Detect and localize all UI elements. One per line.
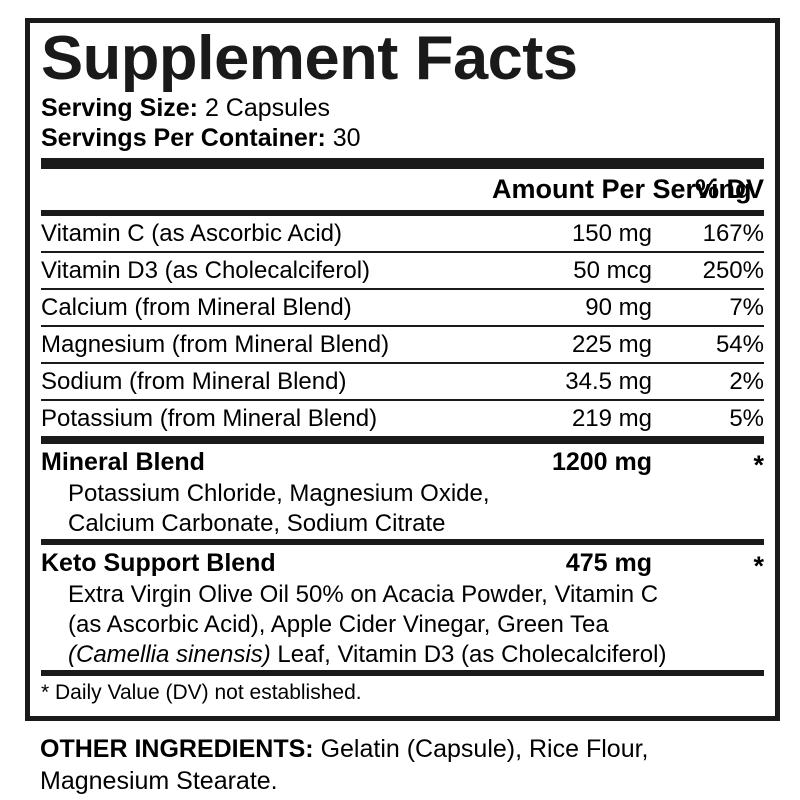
row-divider <box>41 325 764 327</box>
nutrient-amount: 34.5 mg <box>565 368 652 395</box>
divider-before-footnote <box>41 670 764 676</box>
column-header-name <box>41 169 492 210</box>
divider-above-blend <box>41 539 764 545</box>
servings-per-container-label: Servings Per Container: <box>41 124 326 152</box>
table-row: Vitamin D3 (as Cholecalciferol) 50 mcg 250… <box>41 253 764 288</box>
servings-per-container-value: 30 <box>332 124 361 152</box>
row-divider <box>41 436 764 438</box>
other-ingredients: OTHER INGREDIENTS: Gelatin (Capsule), Ri… <box>40 733 760 797</box>
blend-ingredient-line: Extra Virgin Olive Oil 50% on Acacia Pow… <box>68 581 659 608</box>
blend-amount: 1200 mg <box>551 448 652 476</box>
table-row: Magnesium (from Mineral Blend) 225 mg 54% <box>41 327 764 362</box>
nutrition-table: Amount Per Serving% DV Vitamin C (as Asco… <box>41 169 764 438</box>
nutrient-amount: 90 mg <box>585 294 652 321</box>
table-row: Calcium (from Mineral Blend) 90 mg 7% <box>41 290 764 325</box>
blend-name: Mineral Blend <box>41 448 205 476</box>
nutrient-daily-value: 250% <box>702 257 764 284</box>
nutrient-name: Vitamin D3 (as Cholecalciferol) <box>41 257 371 284</box>
nutrient-name: Sodium (from Mineral Blend) <box>41 368 347 395</box>
blends-container: Mineral Blend 1200 mg * Potassium Chloride,… <box>41 438 764 670</box>
nutrient-amount: 150 mg <box>571 220 652 247</box>
serving-size-value: 2 Capsules <box>204 94 331 122</box>
blend-name: Keto Support Blend <box>41 549 276 577</box>
column-header-amount: Amount Per Serving <box>492 174 752 204</box>
table-row: Vitamin C (as Ascorbic Acid) 150 mg 167% <box>41 216 764 251</box>
blend-header: Mineral Blend 1200 mg * <box>41 444 764 480</box>
serving-size-line: Serving Size: 2 Capsules <box>41 93 764 123</box>
row-divider <box>41 251 764 253</box>
nutrient-amount: 50 mcg <box>573 257 652 284</box>
row-divider <box>41 362 764 364</box>
blend-daily-value: * <box>753 450 764 480</box>
blend-ingredient-line: Potassium Chloride, Magnesium Oxide, <box>68 480 490 507</box>
other-ingredients-value: Gelatin (Capsule), Rice Flour, Magnesium… <box>40 735 649 795</box>
footnote-daily-value: * Daily Value (DV) not established. <box>41 681 362 704</box>
blend-daily-value: * <box>753 551 764 581</box>
nutrient-daily-value: 5% <box>729 405 764 432</box>
blend-ingredient-line: (Camellia sinensis) Leaf, Vitamin D3 (as… <box>68 641 667 668</box>
nutrient-daily-value: 167% <box>702 220 764 247</box>
nutrient-name: Calcium (from Mineral Blend) <box>41 294 352 321</box>
nutrient-daily-value: 54% <box>715 331 764 358</box>
servings-per-container-line: Servings Per Container: 30 <box>41 123 764 153</box>
botanical-name: (Camellia sinensis) <box>68 641 271 668</box>
blend-header: Keto Support Blend 475 mg * <box>41 545 764 581</box>
blend-ingredient-line: (as Ascorbic Acid), Apple Cider Vinegar,… <box>68 611 609 638</box>
nutrient-daily-value: 7% <box>729 294 764 321</box>
serving-size-label: Serving Size: <box>41 94 198 122</box>
table-row: Potassium (from Mineral Blend) 219 mg 5% <box>41 401 764 436</box>
blend-amount: 475 mg <box>565 549 652 577</box>
supplement-facts-panel: Supplement Facts Serving Size: 2 Capsule… <box>25 18 780 721</box>
nutrient-amount: 225 mg <box>571 331 652 358</box>
nutrient-daily-value: 2% <box>729 368 764 395</box>
column-header-daily-value: % DV <box>694 174 764 204</box>
nutrient-name: Potassium (from Mineral Blend) <box>41 405 378 432</box>
nutrient-name: Vitamin C (as Ascorbic Acid) <box>41 220 342 247</box>
nutrient-amount: 219 mg <box>571 405 652 432</box>
row-divider <box>41 288 764 290</box>
row-divider <box>41 399 764 401</box>
blend-ingredient-line: Calcium Carbonate, Sodium Citrate <box>68 510 446 537</box>
divider-above-blend <box>41 438 764 444</box>
divider-thick-top <box>41 158 764 169</box>
table-row: Sodium (from Mineral Blend) 34.5 mg 2% <box>41 364 764 399</box>
table-header-row: Amount Per Serving% DV <box>41 169 764 210</box>
other-ingredients-label: OTHER INGREDIENTS: <box>40 735 314 763</box>
divider-under-header <box>41 210 764 216</box>
page-title: Supplement Facts <box>41 24 578 93</box>
nutrient-name: Magnesium (from Mineral Blend) <box>41 331 390 358</box>
